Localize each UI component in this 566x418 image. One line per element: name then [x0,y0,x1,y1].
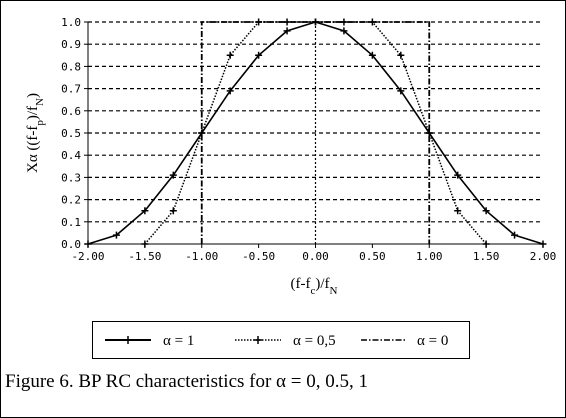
series-0-point-1 [112,231,120,239]
x-axis-label-sub: c [310,285,315,297]
series-1-point-12 [482,240,490,248]
legend-marker-alpha-1 [124,336,132,344]
series-0-point-6 [255,51,263,59]
legend-item-alpha-0: α = 0 [361,333,448,349]
legend-label-alpha-05: α = 0,5 [293,333,336,349]
series-1-point-1 [169,207,177,215]
y-tick-label-2: 0.2 [61,194,81,207]
x-tick-label-8: 2.00 [530,250,557,263]
legend-item-alpha-05: α = 0,5 [235,333,336,349]
x-tick-label-2: -1.00 [185,250,218,263]
series-1-point-3 [226,51,234,59]
series-0-point-13 [454,171,462,179]
y-tick-label-1: 0.1 [61,216,81,229]
x-tick-label-7: 1.50 [473,250,500,263]
x-axis-label: (f-fc)/fN [291,276,338,297]
legend-label-alpha-1: α = 1 [163,333,194,349]
series-0-point-11 [397,87,405,95]
legend: α = 1 α = 0,5 α = 0 [92,321,470,359]
y-tick-label-8: 0.8 [61,60,81,73]
series-0-point-16 [539,240,547,248]
y-tick-label-5: 0.5 [61,127,81,140]
y-axis-label: Xα ((f-fp)/fN) [25,93,46,173]
y-tick-label-9: 0.9 [61,38,81,51]
legend-item-alpha-1: α = 1 [105,333,194,349]
y-axis-label-sub: p [34,120,46,126]
series-0-point-7 [283,27,291,35]
series-0-point-14 [482,207,490,215]
series-1-point-0 [141,240,149,248]
y-tick-label-4: 0.4 [61,149,81,162]
series-1-point-11 [454,207,462,215]
axes [84,21,544,248]
x-tick-label-3: -0.50 [242,250,275,263]
y-tick-label-7: 0.7 [61,83,81,96]
series-0-point-3 [169,171,177,179]
x-tick-label-5: 0.50 [359,250,386,263]
x-tick-label-4: 0.00 [302,250,329,263]
series-0-point-2 [141,207,149,215]
y-tick-label-6: 0.6 [61,105,81,118]
legend-label-alpha-0: α = 0 [417,333,448,349]
tick-labels: 0.0 0.1 0.2 0.3 0.4 0.5 0.6 0.7 0.8 0.9 1.0 -2.00 -1… [61,16,556,263]
series-line-2 [200,21,431,244]
x-tick-label-0: -2.00 [71,250,104,263]
series-1-point-9 [397,51,405,59]
y-axis-label-sub: N [34,98,46,106]
x-tick-label-1: -1.50 [128,250,161,263]
series-0-point-5 [226,87,234,95]
series-0-point-9 [340,27,348,35]
series [84,18,547,248]
y-tick-label-10: 1.0 [61,16,81,29]
legend-marker-alpha-05 [254,336,262,344]
figure-caption: Figure 6. BP RC characteristics for α = … [5,371,368,392]
series-0-point-15 [511,231,519,239]
series-0-point-10 [368,51,376,59]
chart: 0.0 0.1 0.2 0.3 0.4 0.5 0.6 0.7 0.8 0.9 1.0 -2.00 -1… [25,16,556,297]
x-tick-label-6: 1.00 [416,250,443,263]
series-0-point-0 [84,240,92,248]
y-tick-label-0: 0.0 [61,238,81,251]
x-axis-label-sub: N [330,285,338,297]
y-tick-label-3: 0.3 [61,171,81,184]
